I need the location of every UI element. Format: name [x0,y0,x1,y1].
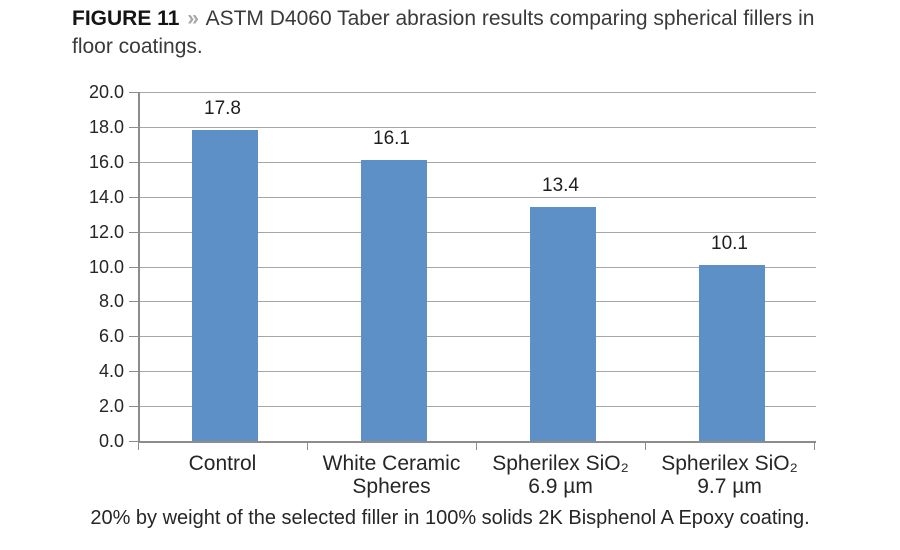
y-axis-tick [129,126,138,128]
figure-label: FIGURE 11 [72,7,180,30]
bar-value-label: 10.1 [711,232,748,254]
y-axis-tick-label: 12.0 [88,221,124,242]
chart-footnote: 20% by weight of the selected filler in … [90,507,810,529]
y-axis-tick-label: 8.0 [98,291,124,312]
bar-value-label: 16.1 [373,128,410,150]
y-axis-tick-label: 2.0 [98,396,124,417]
y-axis-tick-label: 0.0 [98,431,124,451]
y-axis-tick [129,231,138,233]
gridline [140,92,816,93]
bar [191,130,258,441]
gridline [140,336,816,338]
chevron-separator-icon: » [187,7,199,30]
bar-value-label: 17.8 [204,98,241,120]
y-axis-tick [129,161,138,163]
y-axis-tick-label: 18.0 [88,116,124,137]
gridline [140,196,816,198]
x-axis-tick [645,443,646,450]
y-axis-tick [129,336,138,338]
y-axis-tick-label: 10.0 [88,256,124,277]
figure-caption: FIGURE 11 » ASTM D4060 Taber abrasion re… [72,5,842,61]
x-axis-tick [138,443,139,450]
category-label: White Ceramic Spheres [322,452,461,498]
figure-title-text: ASTM D4060 Taber abrasion results compar… [72,7,815,58]
y-axis-tick-label: 6.0 [98,326,124,347]
gridline [140,266,816,268]
gridline [140,126,816,128]
category-label: Spherilex SiO₂ 9.7 µm [661,452,798,498]
y-axis-tick-label: 4.0 [98,361,124,382]
bar-value-label: 13.4 [542,175,579,197]
y-axis-tick [129,266,138,268]
gridline [140,161,816,163]
gridline [140,406,816,408]
gridline [140,371,816,373]
y-axis-tick [129,92,138,93]
y-axis-tick [129,301,138,303]
y-axis-tick [129,196,138,198]
bar [360,160,427,441]
y-axis-tick [129,371,138,373]
category-label: Control [188,452,257,475]
bar [698,264,765,441]
y-axis-tick [129,406,138,408]
plot-area [138,92,816,443]
gridline [140,301,816,303]
x-axis-tick [307,443,308,450]
gridline [140,231,816,233]
y-axis-tick-label: 20.0 [88,82,124,102]
bar [529,207,596,441]
category-label: Spherilex SiO₂ 6.9 µm [492,452,629,498]
x-axis-tick [476,443,477,450]
x-axis-tick [814,443,815,450]
y-axis-tick-label: 14.0 [88,186,124,207]
y-axis-tick-label: 16.0 [88,151,124,172]
y-axis-tick [129,441,138,442]
